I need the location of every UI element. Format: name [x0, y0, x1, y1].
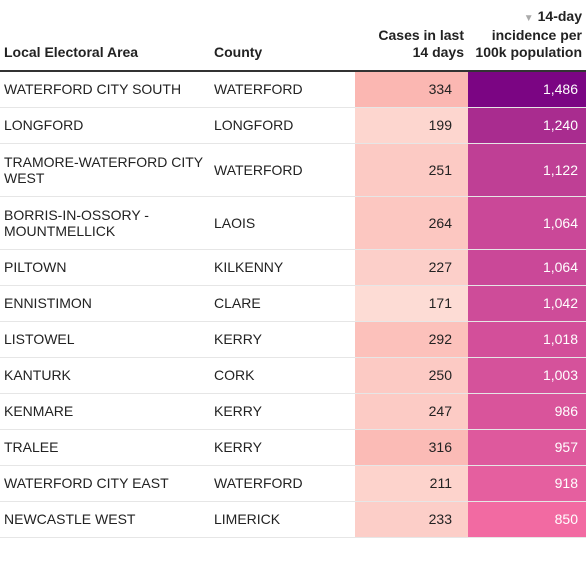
- table-row: ENNISTIMON CLARE 171 1,042: [0, 285, 586, 322]
- col-header-incidence[interactable]: ▼ 14-day incidence per 100k population: [468, 0, 586, 72]
- incidence-cell: 1,240: [468, 107, 586, 144]
- table-row: WATERFORD CITY EAST WATERFORD 211 918: [0, 465, 586, 502]
- cases-cell: 233: [355, 501, 468, 538]
- table-header: Local Electoral Area County Cases in las…: [0, 0, 586, 72]
- area-cell: TRALEE: [0, 429, 210, 466]
- area-cell: TRAMORE-WATERFORD CITY WEST: [0, 143, 210, 197]
- area-cell: NEWCASTLE WEST: [0, 501, 210, 538]
- county-cell: KERRY: [210, 393, 355, 430]
- cases-cell: 227: [355, 249, 468, 286]
- county-cell: LIMERICK: [210, 501, 355, 538]
- cases-cell: 171: [355, 285, 468, 322]
- incidence-cell: 986: [468, 393, 586, 430]
- county-cell: CORK: [210, 357, 355, 394]
- incidence-cell: 918: [468, 465, 586, 502]
- county-cell: KILKENNY: [210, 249, 355, 286]
- county-cell: WATERFORD: [210, 465, 355, 502]
- table-row: WATERFORD CITY SOUTH WATERFORD 334 1,486: [0, 71, 586, 108]
- area-cell: LISTOWEL: [0, 321, 210, 358]
- incidence-cell: 850: [468, 501, 586, 538]
- col-header-county[interactable]: County: [210, 0, 355, 72]
- cases-cell: 251: [355, 143, 468, 197]
- cases-cell: 334: [355, 71, 468, 108]
- table-row: LONGFORD LONGFORD 199 1,240: [0, 107, 586, 144]
- sort-desc-icon: ▼: [523, 13, 534, 24]
- cases-cell: 264: [355, 196, 468, 250]
- incidence-cell: 1,486: [468, 71, 586, 108]
- table-body: WATERFORD CITY SOUTH WATERFORD 334 1,486 LON…: [0, 71, 586, 538]
- area-cell: KENMARE: [0, 393, 210, 430]
- table-row: KANTURK CORK 250 1,003: [0, 357, 586, 394]
- incidence-cell: 1,003: [468, 357, 586, 394]
- table-row: LISTOWEL KERRY 292 1,018: [0, 321, 586, 358]
- county-cell: CLARE: [210, 285, 355, 322]
- county-cell: LONGFORD: [210, 107, 355, 144]
- incidence-cell: 1,042: [468, 285, 586, 322]
- table-row: TRALEE KERRY 316 957: [0, 429, 586, 466]
- table-row: KENMARE KERRY 247 986: [0, 393, 586, 430]
- county-cell: WATERFORD: [210, 71, 355, 108]
- table-row: NEWCASTLE WEST LIMERICK 233 850: [0, 501, 586, 538]
- area-cell: KANTURK: [0, 357, 210, 394]
- incidence-cell: 1,064: [468, 249, 586, 286]
- area-cell: PILTOWN: [0, 249, 210, 286]
- cases-cell: 247: [355, 393, 468, 430]
- county-cell: KERRY: [210, 321, 355, 358]
- county-cell: KERRY: [210, 429, 355, 466]
- area-cell: ENNISTIMON: [0, 285, 210, 322]
- col-header-cases[interactable]: Cases in last 14 days: [355, 0, 468, 72]
- incidence-cell: 1,122: [468, 143, 586, 197]
- cases-cell: 316: [355, 429, 468, 466]
- area-cell: BORRIS-IN-OSSORY - MOUNTMELLICK: [0, 196, 210, 250]
- county-cell: LAOIS: [210, 196, 355, 250]
- incidence-table: Local Electoral Area County Cases in las…: [0, 0, 586, 538]
- header-row: Local Electoral Area County Cases in las…: [0, 0, 586, 72]
- table-row: TRAMORE-WATERFORD CITY WEST WATERFORD 251 1…: [0, 143, 586, 197]
- cases-cell: 250: [355, 357, 468, 394]
- incidence-cell: 1,064: [468, 196, 586, 250]
- table-row: BORRIS-IN-OSSORY - MOUNTMELLICK LAOIS 264 1…: [0, 196, 586, 250]
- area-cell: WATERFORD CITY SOUTH: [0, 71, 210, 108]
- incidence-cell: 1,018: [468, 321, 586, 358]
- area-cell: LONGFORD: [0, 107, 210, 144]
- incidence-cell: 957: [468, 429, 586, 466]
- cases-cell: 292: [355, 321, 468, 358]
- area-cell: WATERFORD CITY EAST: [0, 465, 210, 502]
- col-header-incidence-label: 14-day incidence per 100k population: [475, 8, 582, 60]
- cases-cell: 199: [355, 107, 468, 144]
- col-header-area[interactable]: Local Electoral Area: [0, 0, 210, 72]
- cases-cell: 211: [355, 465, 468, 502]
- county-cell: WATERFORD: [210, 143, 355, 197]
- table-row: PILTOWN KILKENNY 227 1,064: [0, 249, 586, 286]
